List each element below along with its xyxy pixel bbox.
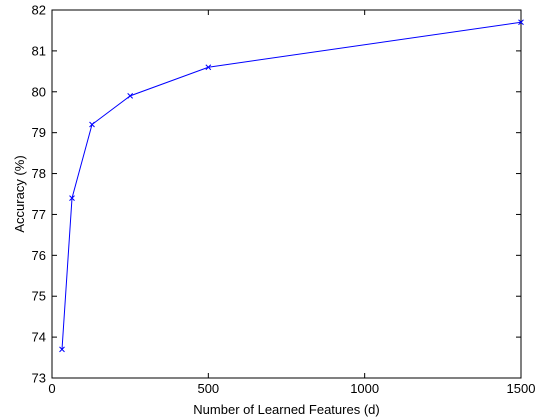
y-tick-label: 75 — [32, 289, 46, 304]
data-point-marker — [69, 195, 75, 201]
data-point-marker — [127, 93, 134, 99]
y-axis-label: Accuracy (%) — [12, 155, 27, 232]
x-tick-label: 1000 — [350, 381, 379, 396]
y-tick-label: 79 — [32, 125, 46, 140]
x-tick-label: 1500 — [507, 381, 536, 396]
x-axis-ticks: 0 500 1000 1500 — [48, 10, 535, 396]
y-axis-ticks: 73 74 75 76 77 78 79 80 81 82 — [32, 3, 521, 386]
data-point-marker — [89, 121, 95, 128]
plot-area — [51, 9, 522, 379]
x-axis-label: Number of Learned Features (d) — [193, 402, 379, 417]
y-tick-label: 82 — [32, 3, 46, 18]
data-point-marker — [518, 19, 524, 26]
y-tick-label: 76 — [32, 248, 46, 263]
y-tick-label: 73 — [32, 371, 46, 386]
y-tick-label: 77 — [32, 207, 46, 222]
y-tick-label: 80 — [32, 84, 46, 99]
data-point-marker — [205, 64, 212, 71]
x-tick-label: 500 — [197, 381, 219, 396]
data-point-marker — [59, 346, 65, 353]
series-line — [61, 21, 522, 350]
x-tick-label: 0 — [48, 381, 55, 396]
y-tick-label: 74 — [32, 330, 46, 345]
y-tick-label: 81 — [32, 43, 46, 58]
plot-frame — [51, 9, 522, 379]
series-layer — [59, 19, 524, 353]
y-tick-label: 78 — [32, 166, 46, 181]
